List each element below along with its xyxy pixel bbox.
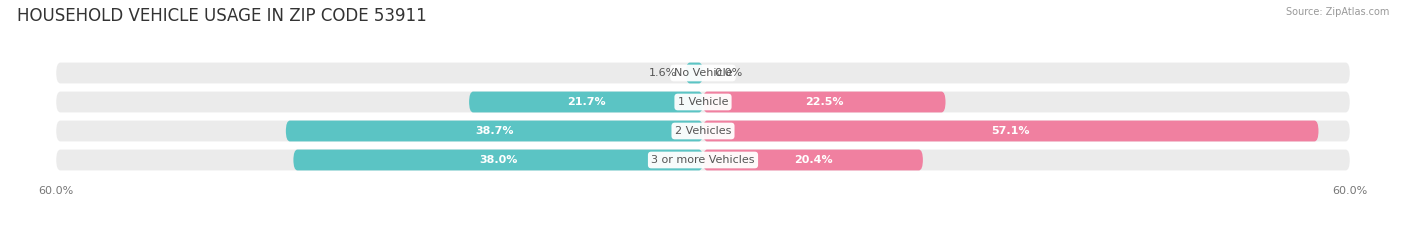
Text: 38.7%: 38.7%: [475, 126, 513, 136]
Text: 2 Vehicles: 2 Vehicles: [675, 126, 731, 136]
FancyBboxPatch shape: [703, 92, 945, 113]
Text: 3 or more Vehicles: 3 or more Vehicles: [651, 155, 755, 165]
Text: 22.5%: 22.5%: [806, 97, 844, 107]
FancyBboxPatch shape: [56, 92, 1350, 113]
FancyBboxPatch shape: [703, 150, 922, 170]
Text: 21.7%: 21.7%: [567, 97, 606, 107]
Text: 57.1%: 57.1%: [991, 126, 1031, 136]
Text: 1 Vehicle: 1 Vehicle: [678, 97, 728, 107]
FancyBboxPatch shape: [470, 92, 703, 113]
FancyBboxPatch shape: [686, 63, 703, 83]
Text: HOUSEHOLD VEHICLE USAGE IN ZIP CODE 53911: HOUSEHOLD VEHICLE USAGE IN ZIP CODE 5391…: [17, 7, 426, 25]
FancyBboxPatch shape: [294, 150, 703, 170]
Text: 38.0%: 38.0%: [479, 155, 517, 165]
Text: 1.6%: 1.6%: [650, 68, 678, 78]
FancyBboxPatch shape: [703, 120, 1319, 141]
FancyBboxPatch shape: [56, 63, 1350, 83]
FancyBboxPatch shape: [56, 150, 1350, 170]
Text: No Vehicle: No Vehicle: [673, 68, 733, 78]
FancyBboxPatch shape: [56, 120, 1350, 141]
FancyBboxPatch shape: [285, 120, 703, 141]
Text: Source: ZipAtlas.com: Source: ZipAtlas.com: [1285, 7, 1389, 17]
Text: 20.4%: 20.4%: [793, 155, 832, 165]
Text: 0.0%: 0.0%: [714, 68, 742, 78]
